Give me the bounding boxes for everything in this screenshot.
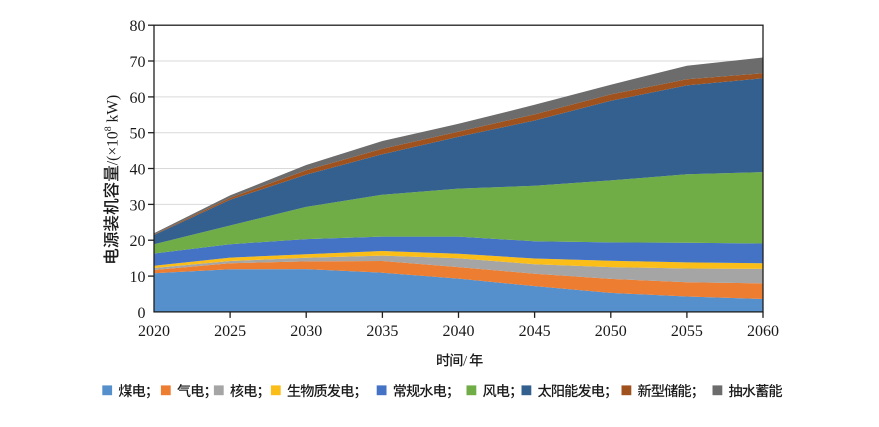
svg-text:80: 80 xyxy=(130,18,146,35)
svg-text:50: 50 xyxy=(130,126,146,143)
svg-text:2060: 2060 xyxy=(747,323,779,340)
svg-text:20: 20 xyxy=(130,233,146,250)
svg-text:2025: 2025 xyxy=(214,323,246,340)
svg-text:70: 70 xyxy=(130,54,146,71)
svg-text:2020: 2020 xyxy=(138,323,170,340)
svg-text:/: / xyxy=(463,353,468,369)
svg-text:2035: 2035 xyxy=(366,323,398,340)
svg-text:2055: 2055 xyxy=(671,323,703,340)
svg-text:2040: 2040 xyxy=(443,323,475,340)
svg-text:2045: 2045 xyxy=(519,323,551,340)
svg-text:/(×108 kW): /(×108 kW) xyxy=(103,95,121,165)
svg-text:30: 30 xyxy=(130,197,146,214)
svg-text:2050: 2050 xyxy=(595,323,627,340)
svg-text:40: 40 xyxy=(130,162,146,179)
svg-text:0: 0 xyxy=(138,305,146,322)
svg-text:60: 60 xyxy=(130,90,146,107)
svg-text:2030: 2030 xyxy=(290,323,322,340)
svg-text:10: 10 xyxy=(130,269,146,286)
